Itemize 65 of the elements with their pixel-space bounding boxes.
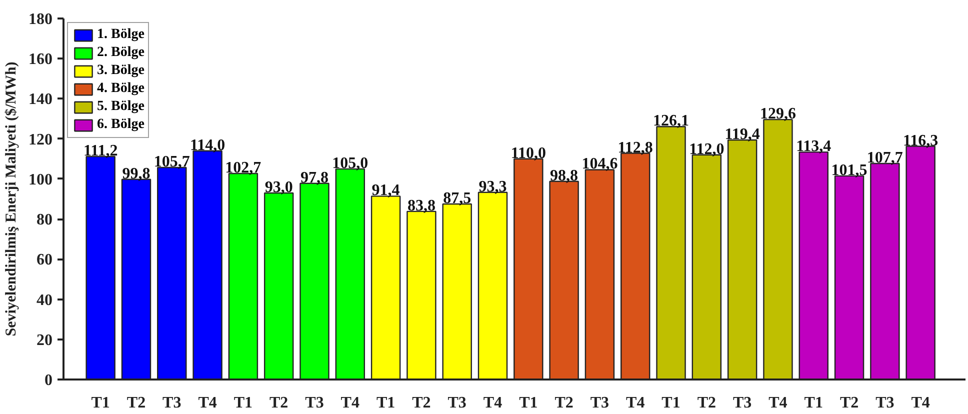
x-tick-label: T4: [340, 394, 360, 412]
x-tick-label: T1: [234, 394, 253, 412]
legend-label: 5. Bölge: [97, 99, 144, 115]
x-tick-label: T1: [519, 394, 538, 412]
data-label: 110,0: [510, 144, 546, 162]
y-tick-label: 20: [36, 332, 52, 349]
x-tick-label: T3: [305, 394, 324, 412]
data-label: 101,5: [831, 162, 868, 179]
x-tick-label: T2: [554, 394, 574, 412]
y-tick-label: 40: [36, 292, 52, 309]
x-tick-label: T2: [697, 394, 716, 412]
data-label: 105,7: [154, 154, 190, 171]
data-label: 83,8: [407, 197, 436, 214]
data-label: 112,8: [618, 139, 653, 156]
x-tick-label: T3: [590, 394, 610, 412]
x-tick-label: T4: [768, 394, 788, 412]
x-tick-label: T4: [483, 394, 502, 412]
y-tick-label: 160: [28, 51, 52, 68]
data-label: 107,7: [866, 150, 903, 166]
data-label: 105,0: [332, 154, 368, 172]
data-label: 104,6: [582, 156, 618, 173]
x-tick-label: T2: [840, 394, 859, 412]
legend-label: 6. Bölge: [97, 117, 144, 133]
y-tick-label: 140: [28, 91, 52, 108]
legend-label: 4. Bölge: [97, 81, 144, 97]
data-label: 93,3: [478, 178, 507, 196]
x-tick-label: T4: [198, 394, 217, 412]
legend-label: 1. Bölge: [97, 27, 144, 43]
x-tick-label: T3: [448, 394, 466, 412]
data-label: 97,8: [300, 169, 328, 186]
y-tick-label: 100: [28, 171, 52, 188]
x-tick-label: T3: [876, 394, 894, 412]
data-label: 119,4: [724, 126, 760, 144]
x-tick-label: T3: [732, 394, 752, 412]
data-label: 102,7: [225, 160, 262, 177]
legend-label: 3. Bölge: [97, 63, 144, 79]
x-tick-label: T1: [376, 394, 396, 412]
x-tick-label: T4: [911, 394, 930, 412]
x-tick-label: T4: [626, 394, 645, 412]
data-label: 98,8: [550, 167, 578, 184]
data-label: 111,2: [83, 142, 118, 160]
data-label: 126,1: [653, 112, 690, 130]
data-label: 99,8: [122, 165, 150, 182]
data-label: 91,4: [372, 182, 400, 200]
y-tick-label: 80: [36, 212, 52, 229]
x-tick-label: T1: [91, 394, 110, 412]
x-tick-label: T1: [662, 394, 680, 412]
x-tick-label: T2: [126, 394, 146, 412]
legend-label: 2. Bölge: [97, 45, 144, 61]
data-label: 87,5: [443, 190, 472, 208]
y-tick-label: 120: [28, 131, 52, 148]
data-label: 93,0: [264, 178, 293, 196]
x-tick-label: T2: [270, 394, 288, 412]
data-label: 129,6: [760, 106, 796, 123]
y-tick-label: 60: [36, 252, 52, 269]
data-label: 113,4: [796, 138, 832, 156]
y-tick-label: 0: [44, 372, 52, 389]
data-label: 116,3: [903, 132, 938, 150]
x-tick-label: T3: [162, 394, 182, 412]
y-tick-label: 180: [28, 11, 52, 28]
data-label: 114,0: [190, 136, 226, 154]
data-label: 112,0: [689, 140, 724, 158]
x-tick-label: T1: [804, 394, 823, 412]
y-axis-title: Seviyelendirilmiş Enerji Maliyeti ($/MWh): [4, 62, 20, 336]
x-tick-label: T2: [412, 394, 431, 412]
